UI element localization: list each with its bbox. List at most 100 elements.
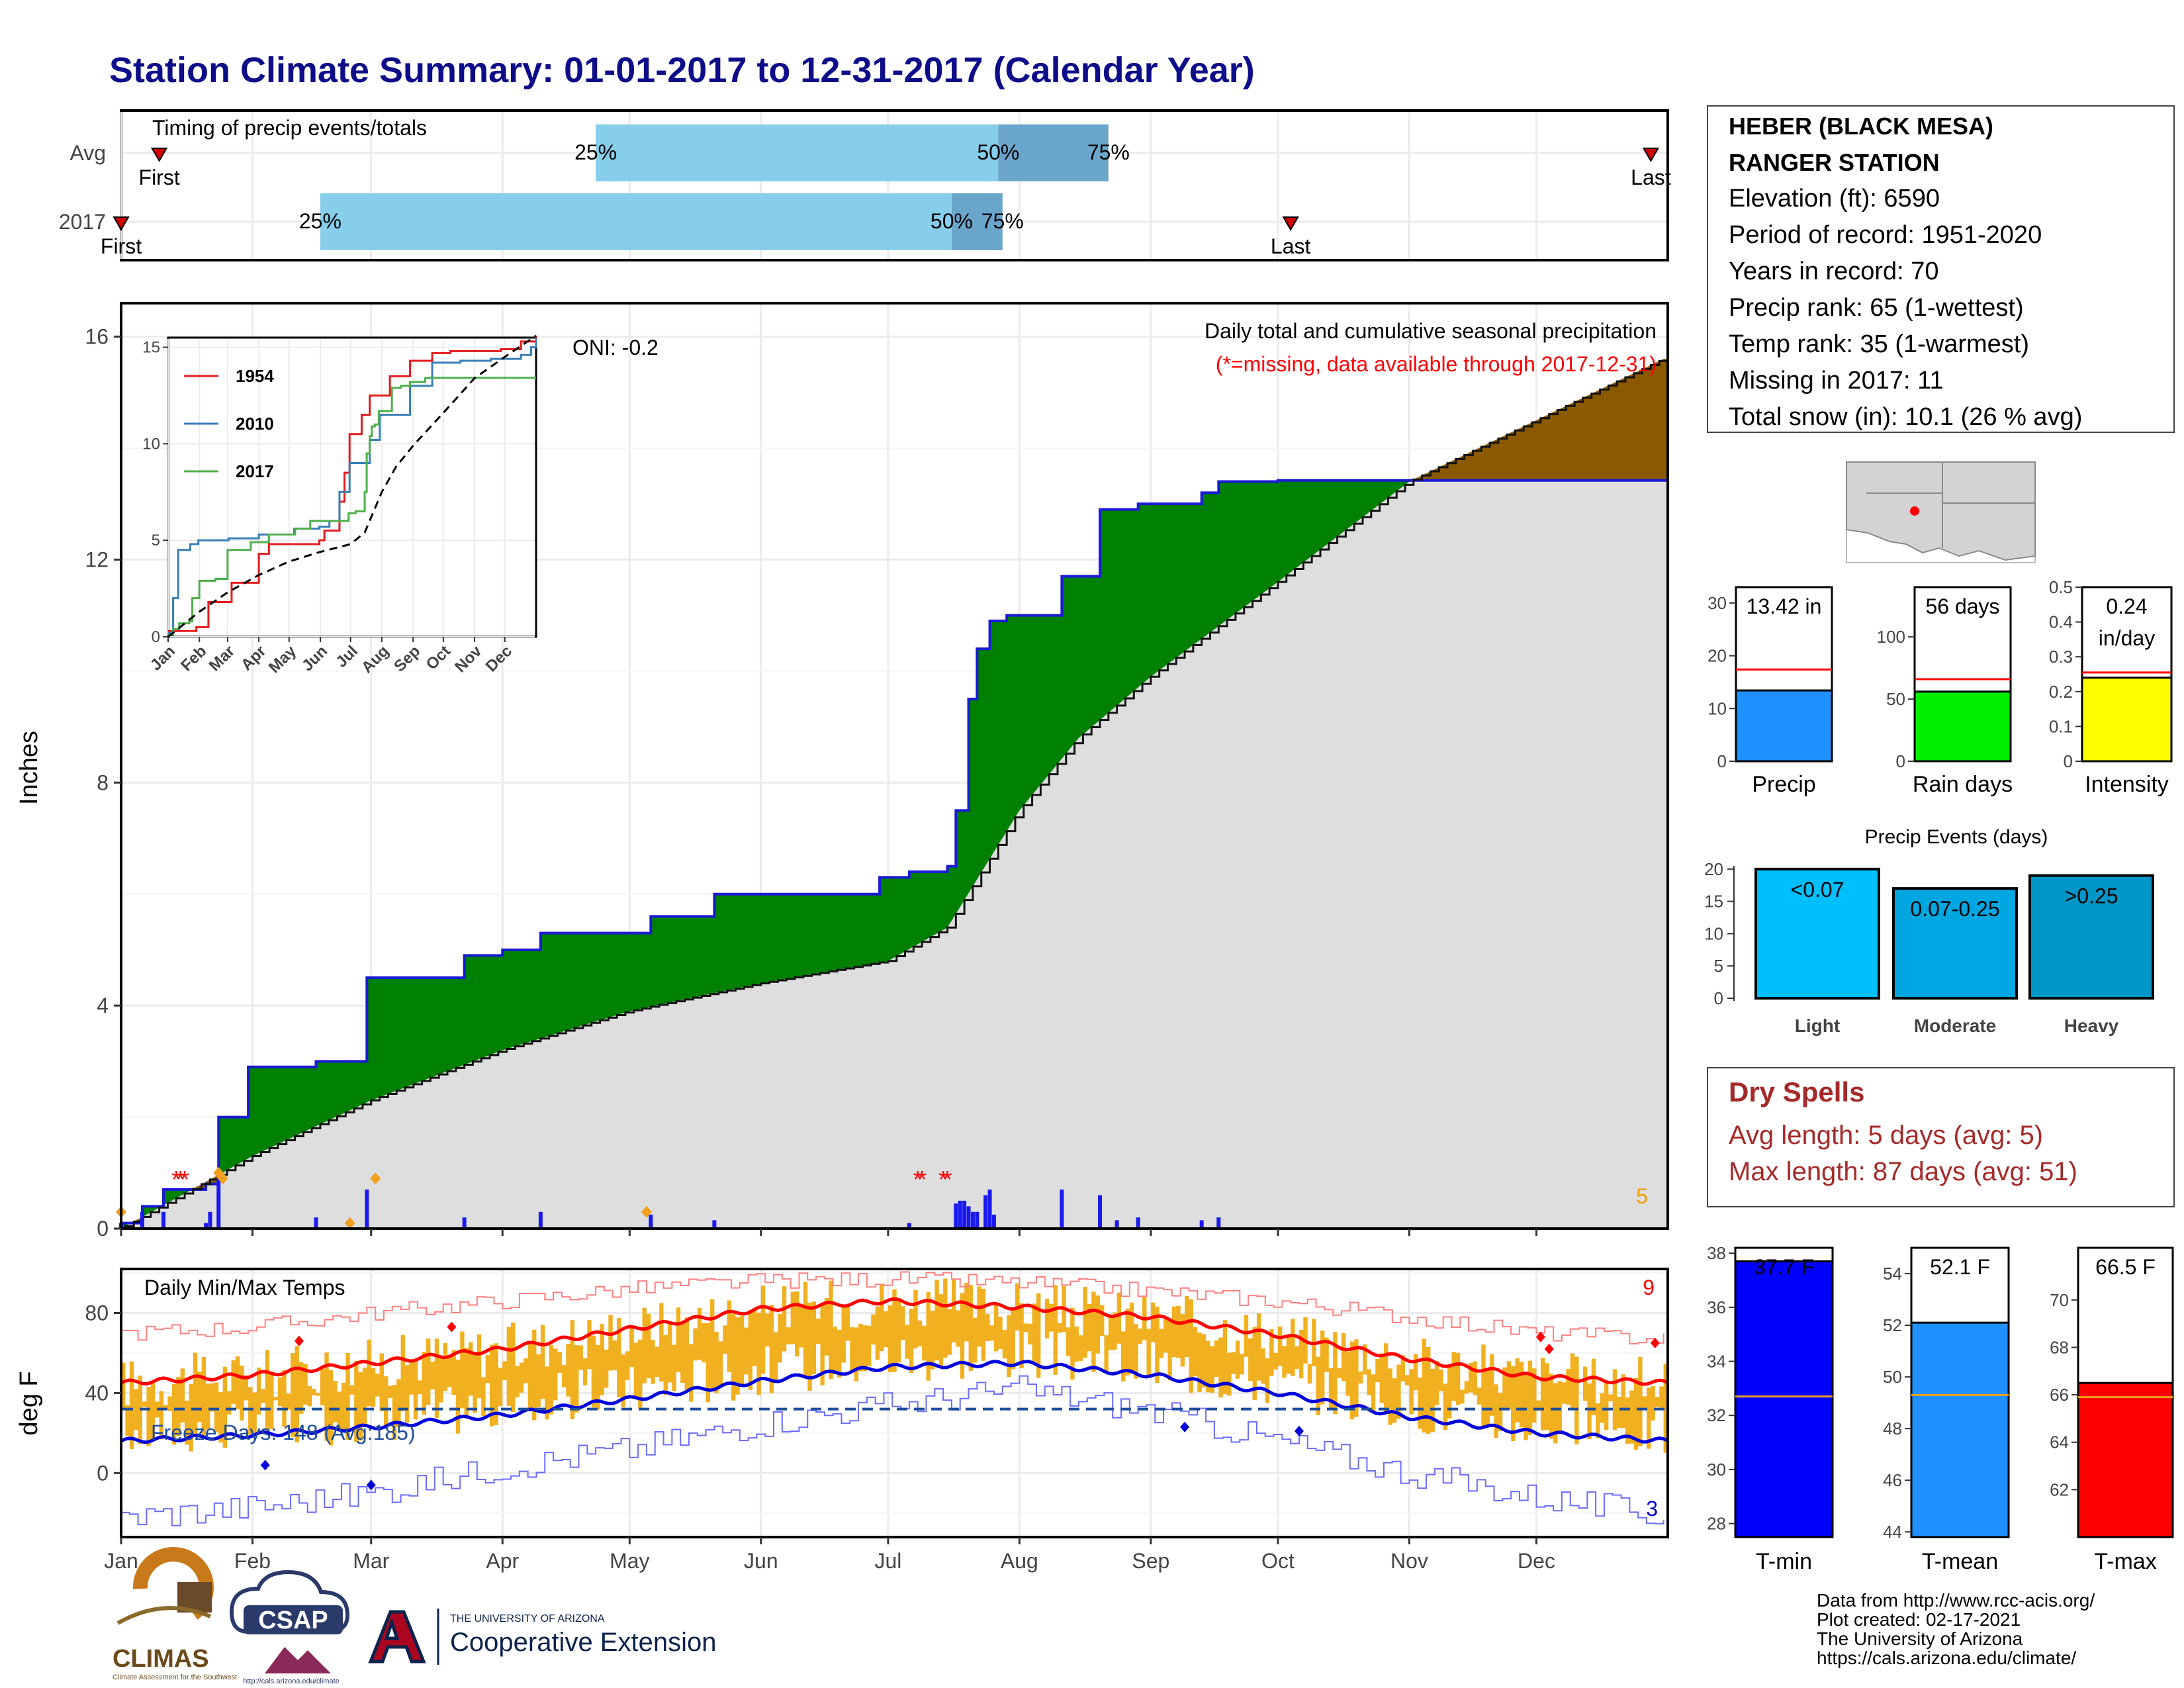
month-label-oct: Oct <box>1261 1549 1295 1573</box>
timing-bar-q25-q50 <box>596 124 999 181</box>
record-high-marker <box>294 1335 304 1346</box>
above-normal-area <box>121 479 1414 1229</box>
record-low-marker <box>260 1460 270 1471</box>
missing-marker: * <box>180 1166 189 1193</box>
mini-y-tick-label: 100 <box>1877 627 1905 647</box>
timing-bars: 25% 50% 75% First Last 25% 50% 75% First Last <box>101 124 1671 258</box>
events-y-tick-label: 5 <box>1714 956 1723 976</box>
events-y-tick-label: 0 <box>1714 988 1723 1008</box>
snow-marker <box>641 1205 652 1218</box>
inset-line-2017 <box>168 377 536 636</box>
record-high-marker <box>447 1321 457 1333</box>
daily-precip-bar <box>966 1206 971 1229</box>
timing-row-label-2017: 2017 <box>59 210 106 234</box>
temp-title: Daily Min/Max Temps <box>144 1276 345 1299</box>
mini-value-label-T-min: 37.7 F <box>1754 1255 1814 1279</box>
daily-precip-bar <box>204 1223 208 1229</box>
cumulative-precip-line <box>121 479 1668 1225</box>
station-years: Years in record: 70 <box>1729 258 1939 285</box>
csap-badge <box>244 1605 343 1634</box>
precip-summary-bars: 0 10 20 30 13.42 in Precip 0 50 100 56 days Rain d… <box>1707 577 2173 797</box>
mini-y-tick-label: 36 <box>1707 1297 1726 1317</box>
month-label-jan: Jan <box>104 1549 138 1573</box>
mini-bar-Precip <box>1735 689 1833 763</box>
events-y-tick-label: 20 <box>1704 859 1723 879</box>
mini-y-tick-label: 62 <box>2050 1479 2069 1499</box>
daily-precip-bar <box>958 1200 962 1229</box>
daily-precip-bar <box>140 1211 145 1229</box>
mini-name-Intensity: Intensity <box>2085 772 2169 797</box>
events-category-light: Light <box>1795 1015 1840 1036</box>
daily-precip-bar <box>649 1214 653 1229</box>
events-bar-label-heavy: >0.25 <box>2065 884 2118 908</box>
mini-y-tick-label: 70 <box>2050 1290 2069 1310</box>
footer-line-url: https://cals.arizona.edu/climate/ <box>1817 1648 2076 1668</box>
month-label-aug: Aug <box>1001 1549 1038 1573</box>
mini-y-tick-label: 30 <box>1707 1460 1726 1479</box>
mini-y-tick-label: 66 <box>2050 1385 2069 1405</box>
mini-name-Precip: Precip <box>1752 772 1815 797</box>
events-category-moderate: Moderate <box>1914 1015 1996 1036</box>
inset-line-2010 <box>168 338 537 634</box>
record-low-marker <box>366 1479 376 1491</box>
daily-precip-bar <box>1216 1217 1221 1229</box>
dry-spells-frame <box>1707 1067 2175 1207</box>
station-location-dot <box>1910 506 1919 516</box>
timing-last-label: Last <box>1631 165 1671 189</box>
precip-y-tick-label: 12 <box>85 547 109 571</box>
daily-precip-bar <box>216 1178 221 1229</box>
station-name-line2: RANGER STATION <box>1729 149 1940 176</box>
timing-first-marker <box>150 148 168 162</box>
mini-value-label-T-max: 66.5 F <box>2095 1255 2156 1279</box>
temp-panel: 0 40 80 Daily Min/Max Temps deg F Freeze D… <box>15 1268 1669 1573</box>
csap-wordmark: CSAP <box>258 1607 328 1634</box>
temp-y-tick-label: 0 <box>97 1461 109 1485</box>
mini-y-tick-label: 0.2 <box>2049 682 2073 702</box>
mini-value-label-Intensity: 0.24 <box>2106 594 2147 618</box>
missing-marker: * <box>938 1166 948 1193</box>
mini-y-tick-label: 52 <box>1883 1315 1902 1335</box>
month-axis: Jan Feb Mar Apr May Jun Jul Aug Sep Oct Nov Dec <box>104 1537 1555 1573</box>
station-info-frame <box>1707 105 2175 433</box>
daily-precip-bar <box>538 1211 543 1229</box>
mini-y-tick-label: 54 <box>1883 1264 1902 1284</box>
csap-url: http://cals.arizona.edu/climate <box>243 1677 340 1685</box>
mini-name-T-min: T-min <box>1756 1549 1812 1574</box>
month-label-feb: Feb <box>234 1549 271 1573</box>
daily-precip-bar <box>462 1217 467 1229</box>
mini-y-tick-label: 64 <box>2050 1432 2069 1452</box>
mini-value-label-Rain days: 56 days <box>1925 594 1999 618</box>
missing-marker: * <box>171 1166 181 1193</box>
temp-summary-bars: 28 30 32 34 36 38 37.7 F T-min 44 46 48 50 52 54 52.1 … <box>1707 1243 2174 1574</box>
climas-subtitle: Climate Assessment for the Southwest <box>113 1673 237 1681</box>
record-high-marker <box>1544 1343 1554 1354</box>
inset-legend-label-2017: 2017 <box>236 461 274 481</box>
precip-y-label: Inches <box>15 731 43 805</box>
temp-y-tick-label: 80 <box>85 1301 109 1325</box>
ua-logo: THE UNIVERSITY OF ARIZONA Cooperative Ex… <box>368 1609 716 1665</box>
daily-precip-bar <box>365 1190 369 1229</box>
daily-precip-bar <box>314 1217 318 1229</box>
daily-precip-bar <box>907 1223 911 1229</box>
footer-line-university: The University of Arizona <box>1817 1628 2023 1649</box>
climas-wordmark: CLIMAS <box>113 1645 209 1673</box>
mini-bar-Rain days <box>1913 690 2012 763</box>
mini-y-tick-label: 10 <box>1707 698 1727 718</box>
temp-max-records: 9 <box>1643 1276 1655 1299</box>
mini-y-tick-label: 46 <box>1883 1470 1902 1490</box>
temp-min-records: 3 <box>1646 1497 1658 1521</box>
station-name-line1: HEBER (BLACK MESA) <box>1729 113 1993 140</box>
avg-max-line <box>120 1297 1668 1386</box>
daily-precip-bar <box>962 1200 967 1229</box>
precip-corner-count: 5 <box>1636 1184 1648 1208</box>
timing-first-label: First <box>139 165 180 189</box>
map-state-borders <box>1866 462 2035 548</box>
inset-avg-line <box>167 334 537 638</box>
mini-name-T-max: T-max <box>2094 1549 2156 1574</box>
dry-spells-box: Dry Spells Avg length: 5 days (avg: 5) M… <box>1707 1067 2175 1207</box>
snow-marker <box>217 1172 228 1185</box>
inset-y-tick-label: 15 <box>142 339 160 357</box>
station-precip-rank: Precip rank: 65 (1-wettest) <box>1729 294 2024 322</box>
